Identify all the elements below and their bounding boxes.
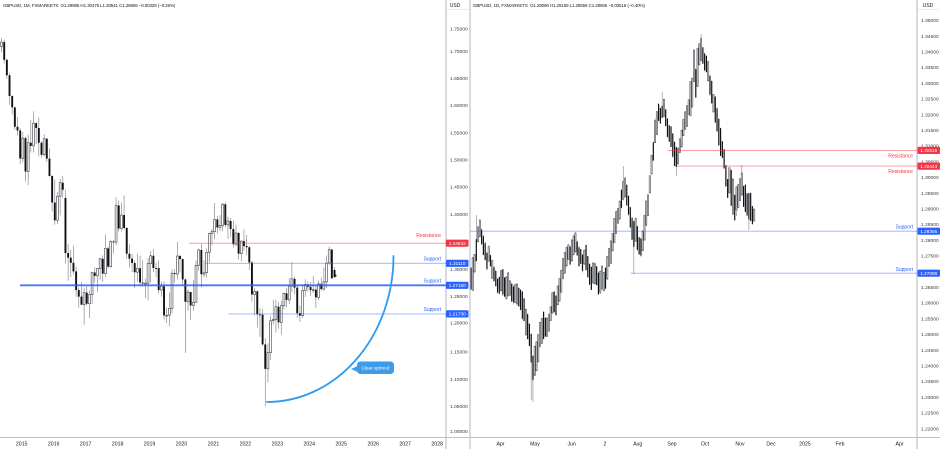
svg-text:USD: USD	[923, 3, 934, 9]
svg-text:1.33500: 1.33500	[921, 65, 939, 71]
svg-text:1.27500: 1.27500	[921, 254, 939, 260]
svg-text:Apr: Apr	[496, 442, 504, 448]
svg-text:2021: 2021	[208, 442, 220, 448]
svg-text:1.28500: 1.28500	[921, 222, 939, 228]
svg-text:1.34500: 1.34500	[921, 34, 939, 40]
svg-text:1.15000: 1.15000	[450, 350, 468, 356]
svg-text:2020: 2020	[176, 442, 188, 448]
svg-text:2018: 2018	[112, 442, 124, 448]
svg-text:1.21730: 1.21730	[449, 312, 466, 317]
svg-text:1.30915: 1.30915	[920, 148, 937, 153]
svg-text:1.22500: 1.22500	[921, 411, 939, 417]
svg-text:2025: 2025	[336, 442, 348, 448]
svg-text:1.25000: 1.25000	[921, 332, 939, 338]
svg-text:GBPUSD, 1D, FXMARKETS O1.2909: GBPUSD, 1D, FXMARKETS O1.29096 H1.29159 …	[473, 3, 645, 8]
svg-text:1.31110: 1.31110	[449, 261, 466, 266]
svg-text:1.32000: 1.32000	[921, 112, 939, 118]
svg-text:1.65000: 1.65000	[450, 76, 468, 82]
svg-text:1.75000: 1.75000	[450, 26, 468, 32]
svg-text:2: 2	[603, 442, 606, 448]
svg-text:2022: 2022	[240, 442, 252, 448]
svg-text:1.70000: 1.70000	[450, 49, 468, 55]
svg-text:Dec: Dec	[766, 442, 776, 448]
svg-text:Feb: Feb	[836, 442, 845, 448]
svg-text:Support: Support	[423, 257, 441, 263]
svg-text:1.22000: 1.22000	[921, 426, 939, 432]
svg-text:Jun: Jun	[568, 442, 576, 448]
svg-text:2016: 2016	[48, 442, 60, 448]
svg-text:1.26500: 1.26500	[921, 285, 939, 291]
svg-text:1.50000: 1.50000	[450, 157, 468, 163]
svg-text:Aug: Aug	[633, 442, 642, 448]
svg-text:1.30000: 1.30000	[921, 175, 939, 181]
svg-text:1.34000: 1.34000	[921, 50, 939, 56]
svg-text:1.25000: 1.25000	[450, 294, 468, 300]
svg-text:1.26000: 1.26000	[921, 301, 939, 307]
svg-text:1.31000: 1.31000	[921, 144, 939, 150]
svg-text:2023: 2023	[272, 442, 284, 448]
svg-text:2015: 2015	[16, 442, 28, 448]
svg-text:Nov: Nov	[735, 442, 745, 448]
svg-text:2019: 2019	[144, 442, 156, 448]
svg-text:Resistance: Resistance	[416, 233, 441, 239]
svg-text:1.23500: 1.23500	[921, 379, 939, 385]
svg-text:1.31500: 1.31500	[921, 128, 939, 134]
svg-text:1.29000: 1.29000	[921, 207, 939, 213]
svg-text:1.60000: 1.60000	[450, 103, 468, 109]
svg-text:2024: 2024	[304, 442, 316, 448]
svg-text:Support: Support	[895, 267, 913, 273]
svg-text:2017: 2017	[80, 442, 92, 448]
svg-text:1.24000: 1.24000	[921, 364, 939, 370]
svg-text:Apr: Apr	[895, 442, 903, 448]
svg-text:Resistance: Resistance	[888, 169, 913, 175]
svg-text:1.30500: 1.30500	[921, 159, 939, 165]
svg-text:1.27089: 1.27089	[920, 271, 937, 276]
svg-text:1.28365: 1.28365	[920, 229, 937, 234]
svg-text:Support: Support	[423, 307, 441, 313]
svg-text:2028: 2028	[431, 442, 443, 448]
svg-text:Oct: Oct	[701, 442, 710, 448]
svg-text:1.40000: 1.40000	[450, 212, 468, 218]
svg-text:Sep: Sep	[667, 442, 676, 448]
svg-text:1.23000: 1.23000	[921, 395, 939, 401]
svg-text:GBPUSD, 1M, FXMARKETS O1.2998: GBPUSD, 1M, FXMARKETS O1.29985 H1.30475 …	[3, 3, 176, 8]
svg-text:2026: 2026	[368, 442, 380, 448]
svg-text:2025: 2025	[799, 442, 811, 448]
svg-text:1.27150: 1.27150	[449, 283, 466, 288]
svg-text:1.35000: 1.35000	[921, 18, 939, 24]
svg-text:1.24500: 1.24500	[921, 348, 939, 354]
svg-text:USD: USD	[450, 3, 461, 9]
svg-text:1.00000: 1.00000	[450, 429, 468, 435]
svg-text:1.25500: 1.25500	[921, 316, 939, 322]
svg-text:1.20000: 1.20000	[450, 320, 468, 326]
svg-text:Support: Support	[423, 279, 441, 285]
svg-text:1.45000: 1.45000	[450, 184, 468, 190]
svg-text:1.30443: 1.30443	[920, 164, 937, 169]
svg-text:Support: Support	[895, 225, 913, 231]
svg-text:1.28000: 1.28000	[921, 238, 939, 244]
svg-text:1.30000: 1.30000	[450, 267, 468, 273]
svg-text:1.33000: 1.33000	[921, 81, 939, 87]
svg-text:1.29500: 1.29500	[921, 191, 939, 197]
svg-text:1.34832: 1.34832	[449, 241, 466, 246]
svg-text:1.32500: 1.32500	[921, 97, 939, 103]
svg-text:May: May	[530, 442, 540, 448]
svg-text:2027: 2027	[399, 442, 411, 448]
svg-text:1.55000: 1.55000	[450, 131, 468, 137]
svg-text:Clear uptrend: Clear uptrend	[362, 366, 390, 371]
svg-text:1.05000: 1.05000	[450, 404, 468, 410]
svg-text:Resistance: Resistance	[888, 154, 913, 160]
svg-text:1.10000: 1.10000	[450, 377, 468, 383]
